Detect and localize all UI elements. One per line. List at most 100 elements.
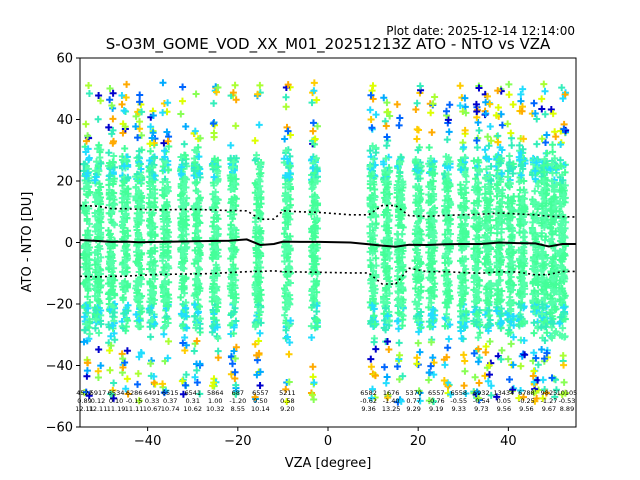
- data-point: [214, 232, 222, 240]
- data-point: [80, 160, 88, 168]
- data-point: [313, 277, 321, 285]
- bin-stat-value: 5917: [90, 389, 107, 397]
- data-point: [507, 340, 515, 348]
- data-point: [506, 376, 514, 383]
- data-point: [284, 220, 292, 228]
- data-point: [252, 322, 260, 330]
- data-point: [210, 267, 218, 275]
- y-tick-label: 60: [56, 52, 73, 67]
- x-tick-label: −40: [134, 434, 161, 449]
- data-point: [148, 134, 156, 142]
- data-point: [106, 171, 114, 179]
- bin-stat: 6582-0.629.36: [360, 389, 377, 413]
- bin-stat-value: 6582: [360, 389, 377, 397]
- data-point: [181, 381, 189, 389]
- data-point: [108, 189, 116, 197]
- data-point: [208, 297, 216, 305]
- data-point: [534, 361, 542, 369]
- data-point: [82, 388, 90, 396]
- data-point: [86, 298, 94, 306]
- data-point: [212, 188, 220, 196]
- data-point: [227, 141, 235, 149]
- data-point: [251, 218, 259, 226]
- data-point: [429, 354, 437, 362]
- scatter-points: [80, 79, 570, 406]
- point-column: [393, 100, 407, 406]
- bin-stat: 6557-0.769.19: [428, 389, 445, 413]
- data-point: [559, 352, 567, 360]
- data-point: [255, 175, 263, 183]
- data-point: [85, 220, 93, 228]
- data-point: [107, 342, 115, 350]
- data-point: [179, 83, 187, 91]
- data-point: [122, 93, 130, 101]
- data-point: [162, 202, 170, 210]
- data-point: [105, 323, 113, 331]
- data-point: [508, 141, 516, 149]
- data-point: [107, 332, 115, 340]
- data-point: [395, 121, 403, 129]
- data-point: [213, 286, 221, 294]
- data-point: [312, 194, 320, 202]
- data-point: [213, 163, 221, 171]
- data-point: [96, 245, 104, 253]
- data-point: [190, 347, 198, 355]
- data-point: [151, 272, 159, 280]
- data-point: [136, 253, 144, 261]
- point-column: [456, 82, 470, 398]
- point-column: [280, 81, 295, 405]
- data-point: [309, 363, 317, 371]
- data-point: [91, 292, 99, 300]
- data-point: [230, 347, 238, 355]
- bin-stat-value: 6534: [108, 389, 125, 397]
- data-point: [385, 345, 393, 353]
- data-point: [549, 141, 557, 149]
- bin-stat-value: 0.37: [163, 397, 177, 405]
- data-point: [148, 192, 156, 200]
- bin-stat-value: 0.58: [280, 397, 294, 405]
- data-point: [97, 159, 105, 167]
- bin-stat-value: -0.62: [360, 397, 377, 405]
- data-point: [164, 166, 172, 174]
- data-point: [95, 345, 103, 353]
- data-point: [312, 207, 320, 215]
- bin-stat-value: 13.25: [382, 405, 401, 413]
- data-point: [473, 107, 481, 115]
- data-point: [80, 167, 88, 175]
- data-point: [109, 126, 117, 134]
- data-point: [196, 324, 204, 332]
- data-point: [118, 182, 126, 190]
- data-point: [134, 370, 142, 378]
- data-point: [132, 311, 140, 319]
- data-point: [146, 182, 154, 190]
- data-point: [283, 305, 291, 313]
- bin-stat-value: 13434: [494, 389, 515, 397]
- data-point: [214, 296, 222, 304]
- bin-stat: 10105-0.538.89: [557, 389, 578, 413]
- point-column: [481, 90, 495, 399]
- data-point: [196, 249, 204, 257]
- data-point: [91, 268, 99, 276]
- bin-stat: 6788-0.259.56: [518, 389, 535, 413]
- point-column: [411, 82, 425, 405]
- data-point: [482, 348, 490, 356]
- data-point: [196, 303, 204, 311]
- data-point: [308, 99, 316, 107]
- data-point: [119, 294, 127, 302]
- data-point: [92, 248, 100, 256]
- data-point: [124, 390, 132, 398]
- data-point: [255, 311, 263, 319]
- data-point: [282, 184, 290, 192]
- data-point: [286, 201, 294, 209]
- bin-stat-value: 8.55: [231, 405, 245, 413]
- data-point: [287, 185, 295, 193]
- data-point: [229, 261, 237, 269]
- data-point: [159, 79, 167, 87]
- bin-stat-value: 10.14: [251, 405, 270, 413]
- bin-stat-value: 5864: [207, 389, 224, 397]
- data-point: [251, 233, 259, 241]
- data-point: [164, 262, 172, 270]
- data-point: [214, 303, 222, 311]
